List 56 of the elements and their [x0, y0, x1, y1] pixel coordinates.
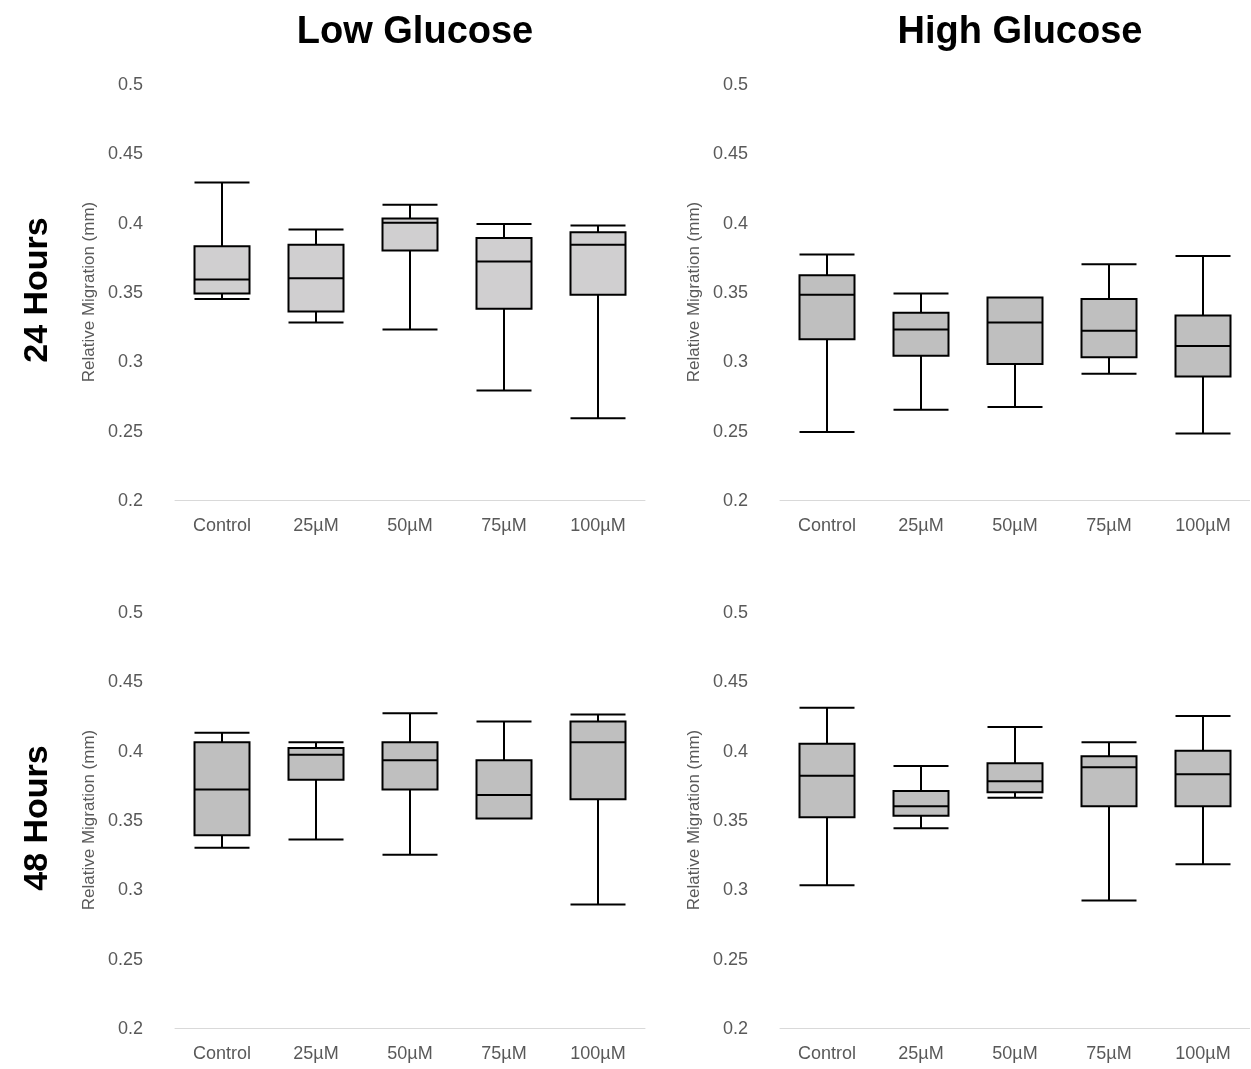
y-tick-label: 0.4	[722, 740, 748, 761]
y-tick-label: 0.5	[117, 602, 143, 622]
y-tick-label: 0.5	[722, 602, 748, 622]
x-tick-label: Control	[797, 515, 857, 535]
x-tick-label: 75µM	[1086, 1043, 1132, 1063]
x-tick-label: 50µM	[992, 515, 1038, 535]
y-tick-label: 0.35	[107, 282, 143, 302]
x-tick-label: 100µM	[570, 1043, 626, 1063]
y-tick-label: 0.35	[712, 282, 748, 302]
x-tick-label: Control	[797, 1043, 857, 1063]
y-tick-label: 0.35	[107, 810, 143, 830]
x-tick-label: 25µM	[898, 1043, 944, 1063]
x-tick-label: 100µM	[1175, 515, 1231, 535]
y-tick-label: 0.4	[117, 212, 143, 233]
y-tick-label: 0.25	[712, 948, 748, 969]
y-tick-label: 0.3	[722, 351, 748, 372]
y-tick-label: 0.3	[117, 351, 143, 372]
chart-title: High Glucose	[897, 9, 1143, 51]
y-tick-label: 0.5	[722, 74, 748, 94]
y-tick-label: 0.5	[117, 74, 143, 94]
x-tick-label: Control	[192, 515, 252, 535]
y-tick-label: 0.2	[117, 490, 143, 510]
x-tick-label: 50µM	[387, 1043, 433, 1063]
y-axis-title: Relative Migration (mm)	[684, 201, 704, 383]
x-tick-label: 75µM	[481, 515, 527, 535]
chart-title: Low Glucose	[296, 9, 534, 51]
x-tick-label: 75µM	[481, 1043, 527, 1063]
y-tick-label: 0.3	[117, 879, 143, 900]
x-tick-label: 100µM	[570, 515, 626, 535]
y-tick-label: 0.2	[722, 1018, 748, 1038]
y-axis-title: Relative Migration (mm)	[79, 201, 99, 383]
x-tick-label: 25µM	[293, 515, 339, 535]
y-tick-label: 0.45	[107, 671, 143, 692]
y-tick-label: 0.35	[712, 810, 748, 830]
x-tick-label: 100µM	[1175, 1043, 1231, 1063]
x-tick-label: 50µM	[387, 515, 433, 535]
y-tick-label: 0.25	[712, 420, 748, 441]
y-tick-label: 0.25	[107, 948, 143, 969]
text: 24 Hours	[16, 217, 54, 363]
x-tick-label: 25µM	[293, 1043, 339, 1063]
text: 48 Hours	[16, 745, 54, 891]
y-tick-label: 0.45	[712, 671, 748, 692]
x-tick-label: 50µM	[992, 1043, 1038, 1063]
x-tick-label: 75µM	[1086, 515, 1132, 535]
y-tick-label: 0.4	[722, 212, 748, 233]
y-tick-label: 0.45	[107, 143, 143, 164]
y-tick-label: 0.2	[117, 1018, 143, 1038]
y-tick-label: 0.4	[117, 740, 143, 761]
x-tick-label: Control	[192, 1043, 252, 1063]
x-tick-label: 25µM	[898, 515, 944, 535]
y-tick-label: 0.3	[722, 879, 748, 900]
y-tick-label: 0.2	[722, 490, 748, 510]
y-axis-title: Relative Migration (mm)	[79, 729, 99, 911]
y-tick-label: 0.25	[107, 420, 143, 441]
y-axis-title: Relative Migration (mm)	[684, 729, 704, 911]
y-tick-label: 0.45	[712, 143, 748, 164]
